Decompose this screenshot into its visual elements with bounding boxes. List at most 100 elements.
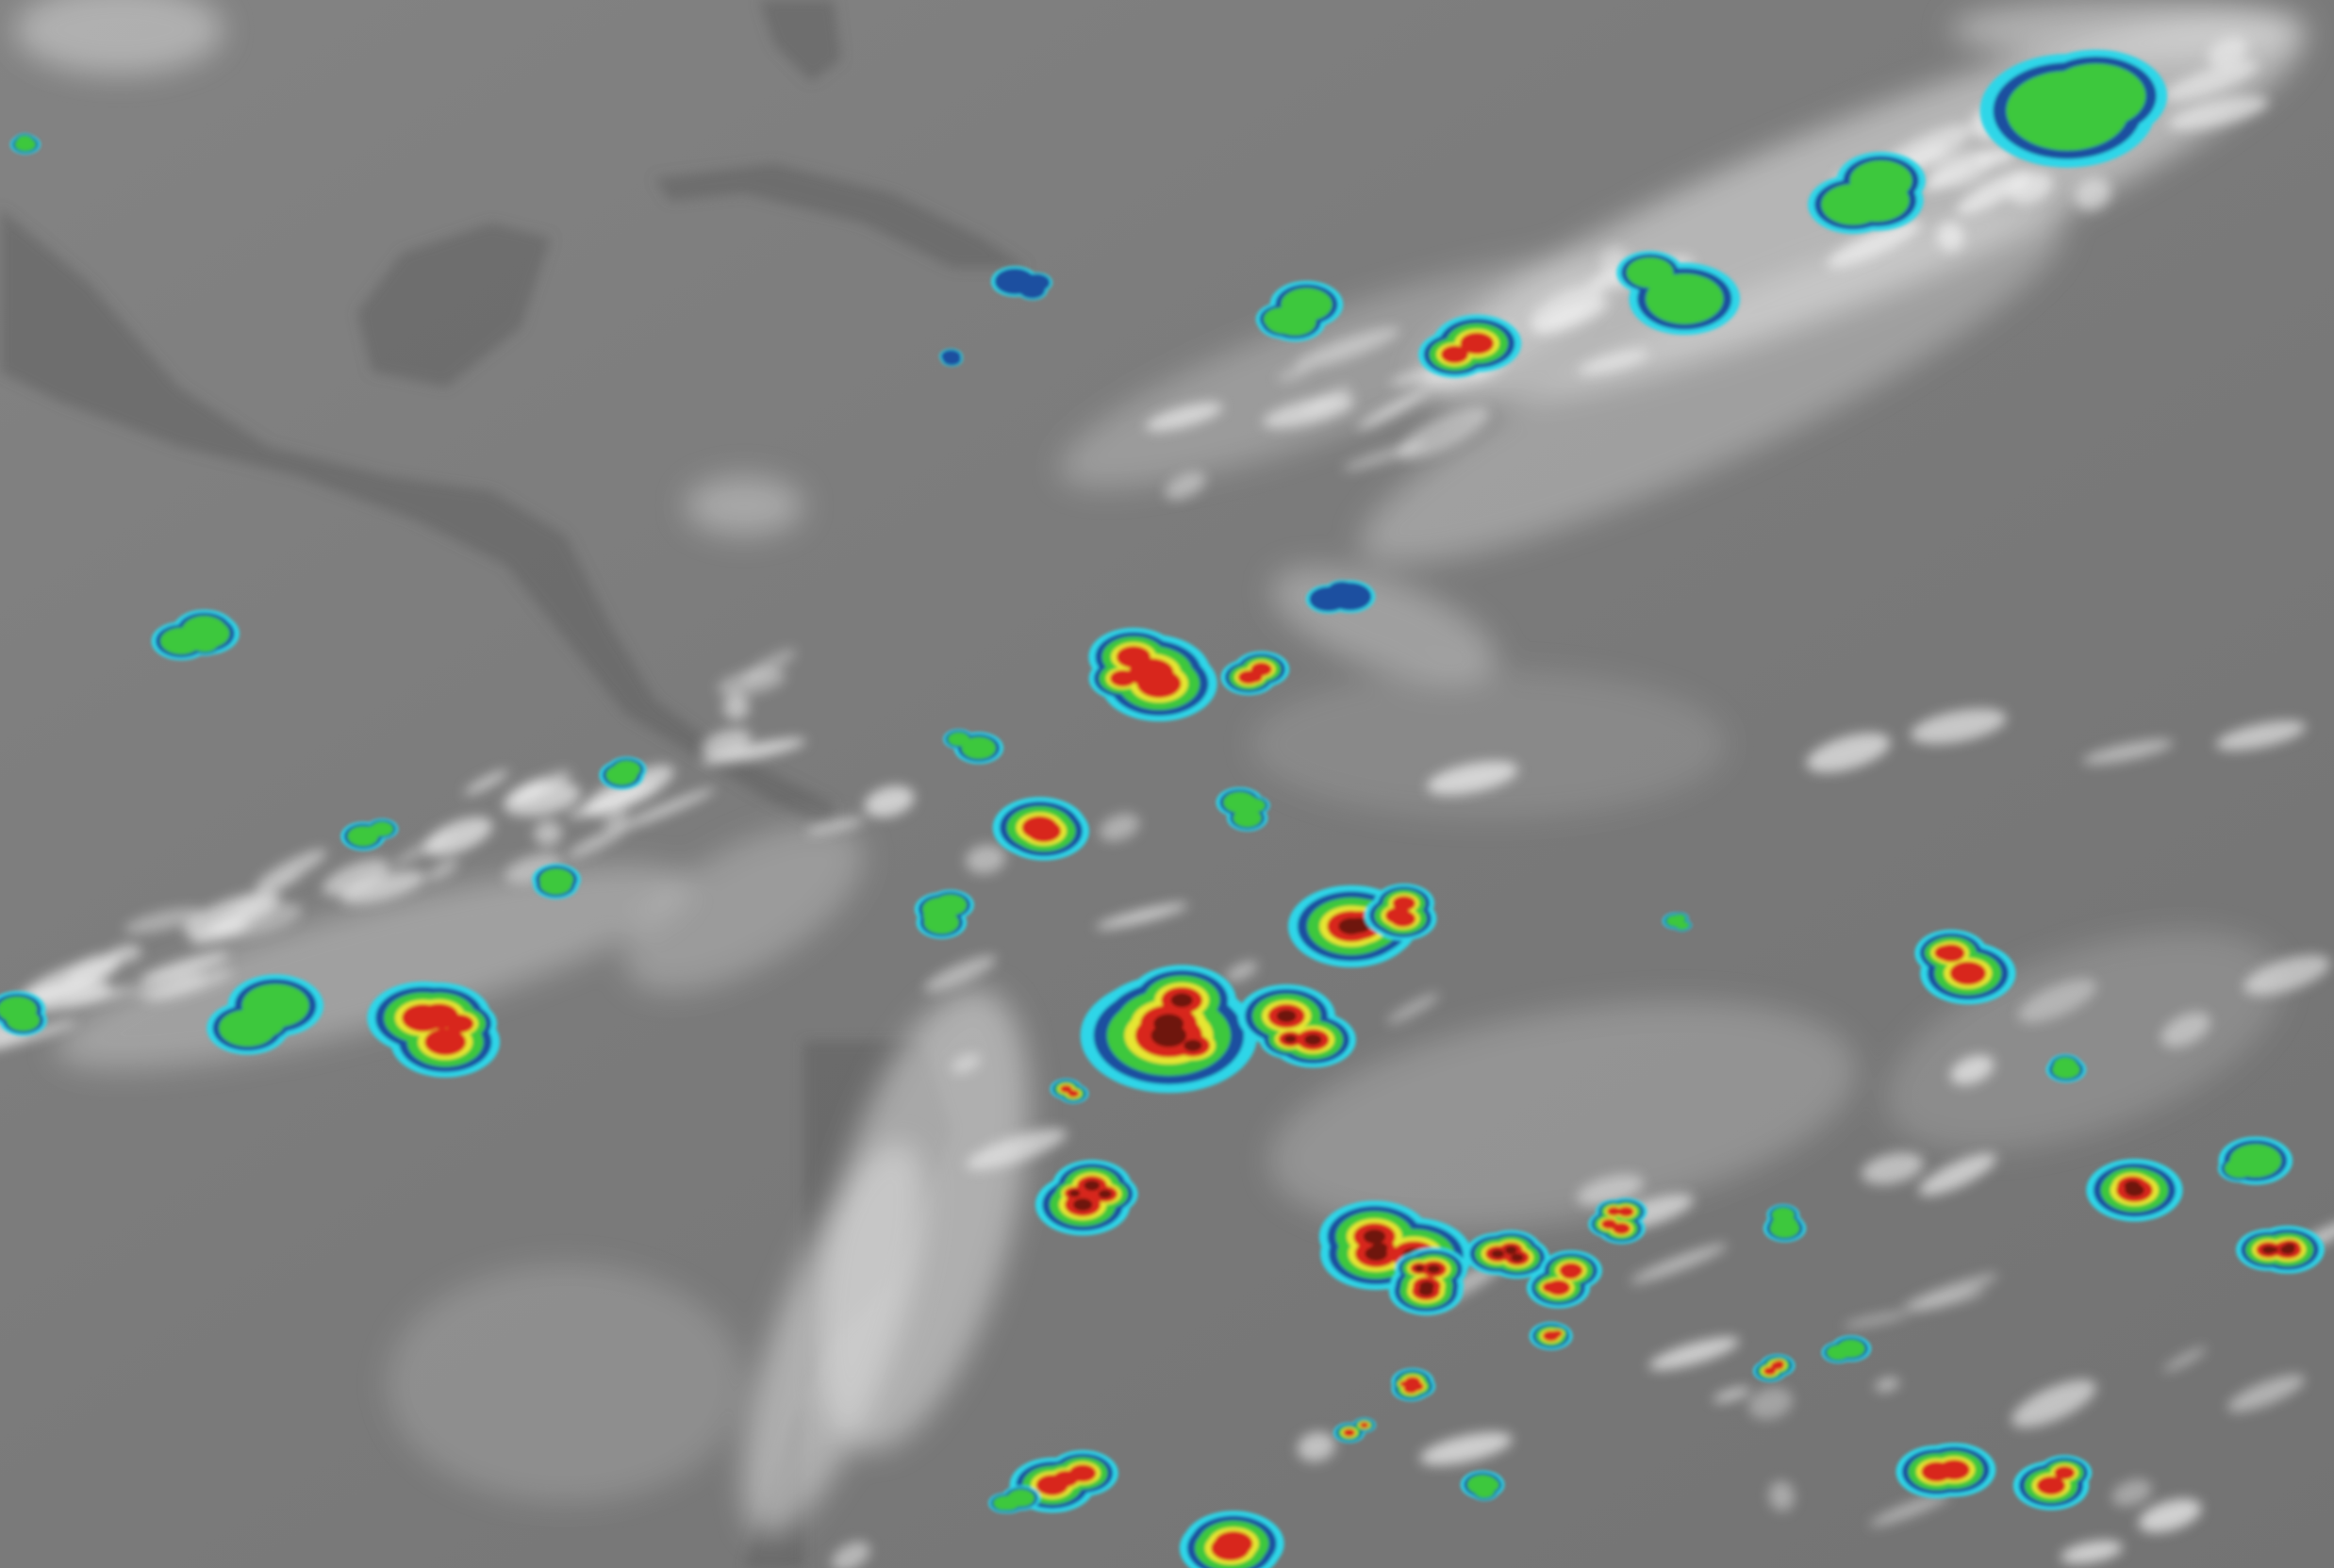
cloud-area (742, 1142, 925, 1536)
cloud-wisp (1294, 327, 1400, 370)
storm-cell (1763, 1204, 1807, 1243)
storm-cell (1662, 912, 1693, 932)
storm-layer (1184, 1039, 1202, 1052)
storm-cell (2217, 1136, 2293, 1185)
storm-cell (1821, 1335, 1872, 1363)
storm-layer (994, 1499, 1012, 1510)
land-region (654, 163, 1028, 269)
cloud-wisp (1950, 1054, 1995, 1085)
storm-cell (1220, 651, 1290, 696)
cloud-wisp (2243, 954, 2330, 996)
storm-layer (1304, 1033, 1322, 1046)
cloud-wisp (831, 1542, 870, 1568)
cloud-wisp (2082, 739, 2174, 765)
storm-layer (2261, 1246, 2276, 1254)
cloud-wisp (1843, 1311, 1911, 1329)
cloud-wisp (1356, 388, 1430, 430)
storm-layer (1347, 917, 1371, 933)
cloud-wisp (533, 820, 563, 847)
storm-layer (2036, 1476, 2066, 1495)
cloud-wisp (583, 765, 674, 817)
storm-layer (1418, 1286, 1434, 1296)
storm-layer (419, 1003, 459, 1030)
storm-layer (1491, 1249, 1505, 1259)
cloud-area (1250, 669, 1727, 818)
storm-layer (1673, 914, 1686, 923)
storm-layer (0, 996, 38, 1023)
cloud-wisp (1099, 813, 1140, 842)
cloud-wisp (1806, 733, 1891, 773)
storm-layer (1460, 332, 1495, 355)
storm-layer (1390, 910, 1416, 928)
cloud-wisp (464, 769, 508, 795)
cloud-wisp (2075, 177, 2111, 210)
cloud-wisp (2207, 37, 2248, 67)
storm-cell (1588, 1197, 1647, 1245)
storm-layer (1937, 944, 1965, 963)
storm-cell (1080, 965, 1258, 1094)
cloud-wisp (722, 693, 750, 720)
storm-layer (1073, 1198, 1093, 1212)
storm-layer (2054, 1465, 2076, 1480)
cloud-wisp (1956, 169, 2031, 215)
land-region (759, 0, 841, 82)
storm-layer (1399, 1380, 1409, 1387)
cloud-wisp (1277, 366, 1310, 382)
cloud-wisp (1630, 1244, 1728, 1283)
storm-cell (1237, 983, 1356, 1068)
storm-layer (1466, 1475, 1498, 1495)
cloud-area (624, 822, 865, 993)
cloud-wisp (2138, 1498, 2202, 1533)
cloud-area (387, 1264, 745, 1503)
storm-cell (2012, 1455, 2093, 1510)
storm-cell (990, 266, 1053, 301)
storm-layer (1060, 1084, 1073, 1094)
cloud-wisp (1648, 1336, 1740, 1370)
storm-layer (1247, 672, 1263, 683)
storm-cell (1388, 1246, 1467, 1315)
storm-layer (1546, 1279, 1571, 1296)
cloud-wisp (603, 810, 629, 830)
cloud-wisp (617, 787, 716, 831)
storm-layer (364, 825, 384, 838)
storm-cell (9, 133, 41, 155)
cloud-area (1949, 0, 2308, 60)
storm-cell (1979, 49, 2168, 168)
storm-layer (1170, 993, 1193, 1008)
cloud-wisp (1909, 1289, 1986, 1312)
storm-cell (1526, 1249, 1602, 1309)
storm-layer (1233, 808, 1262, 828)
cloud-wisp (923, 955, 997, 992)
cloud-area (1059, 256, 1621, 488)
storm-layer (1559, 1263, 1583, 1279)
storm-cell (1752, 1354, 1796, 1382)
storm-cell (1895, 1443, 1996, 1498)
storm-cell (532, 863, 581, 900)
storm-cell (1333, 1417, 1377, 1444)
cloud-wisp (132, 972, 206, 999)
cloud-wisp (209, 901, 303, 939)
cloud-wisp (2162, 59, 2259, 102)
storm-layer (1646, 273, 1724, 324)
cloud-wisp (1297, 1431, 1335, 1462)
cloud-wisp (339, 870, 426, 904)
storm-layer (1343, 1428, 1355, 1437)
cloud-area (685, 475, 804, 536)
cloud-wisp (1427, 761, 1518, 795)
cloud-area (14, 0, 223, 74)
storm-layer (17, 135, 33, 145)
storm-layer (2006, 71, 2129, 151)
cloud-wisp (1165, 471, 1206, 501)
cloud-wisp (2163, 1346, 2207, 1372)
storm-layer (1607, 1206, 1621, 1216)
storm-cell (1364, 883, 1437, 941)
storm-layer (1309, 586, 1348, 612)
storm-layer (1283, 1034, 1297, 1044)
storm-cell (943, 729, 1003, 765)
cloud-wisp (322, 858, 389, 897)
storm-cell (1418, 314, 1522, 378)
storm-layer (1098, 1189, 1112, 1198)
cloud-wisp (514, 770, 571, 802)
cloud-wisp (1869, 1493, 1950, 1527)
